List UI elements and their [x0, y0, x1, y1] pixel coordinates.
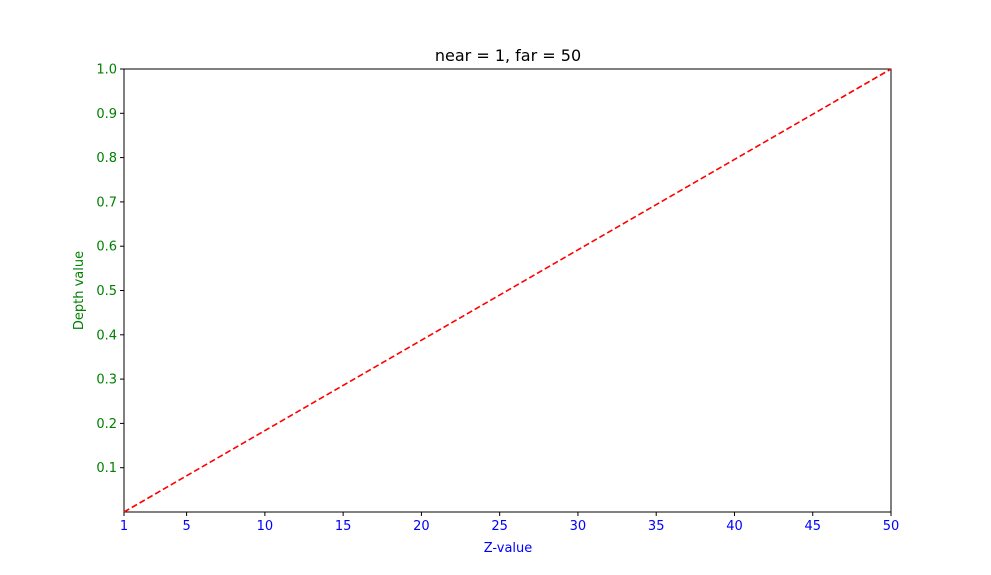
y-tick-label: 0.4 — [96, 328, 117, 343]
y-tick-label: 0.6 — [96, 240, 117, 255]
x-tick-label: 10 — [257, 519, 274, 534]
x-tick-label: 5 — [182, 519, 190, 534]
x-tick-label: 15 — [335, 519, 352, 534]
y-tick-label: 0.2 — [96, 417, 117, 432]
x-tick-label: 20 — [413, 519, 430, 534]
y-tick-label: 0.3 — [96, 373, 117, 388]
series-group — [123, 68, 892, 513]
series-line — [123, 68, 892, 513]
x-tick-label: 30 — [570, 519, 587, 534]
y-axis-ticks: 0.1 0.2 0.3 0.4 0.5 0.6 0.7 0.8 0.9 1.0 — [96, 63, 124, 476]
x-axis-ticks: 1 5 10 15 20 25 30 35 40 45 50 — [120, 512, 899, 534]
y-axis-label: Depth value — [72, 251, 87, 330]
x-tick-label: 45 — [804, 519, 821, 534]
chart-title: near = 1, far = 50 — [435, 46, 581, 65]
x-tick-label: 40 — [726, 519, 743, 534]
y-tick-label: 0.9 — [96, 107, 117, 122]
y-tick-label: 0.5 — [96, 284, 117, 299]
x-tick-label: 25 — [491, 519, 508, 534]
y-tick-label: 0.8 — [96, 151, 117, 166]
x-axis-label: Z-value — [484, 541, 533, 556]
y-tick-label: 1.0 — [96, 63, 117, 78]
x-tick-label: 50 — [883, 519, 900, 534]
plot-area — [123, 68, 892, 513]
y-tick-label: 0.1 — [96, 461, 117, 476]
y-tick-label: 0.7 — [96, 195, 117, 210]
x-tick-label: 35 — [648, 519, 665, 534]
x-tick-label: 1 — [120, 519, 128, 534]
